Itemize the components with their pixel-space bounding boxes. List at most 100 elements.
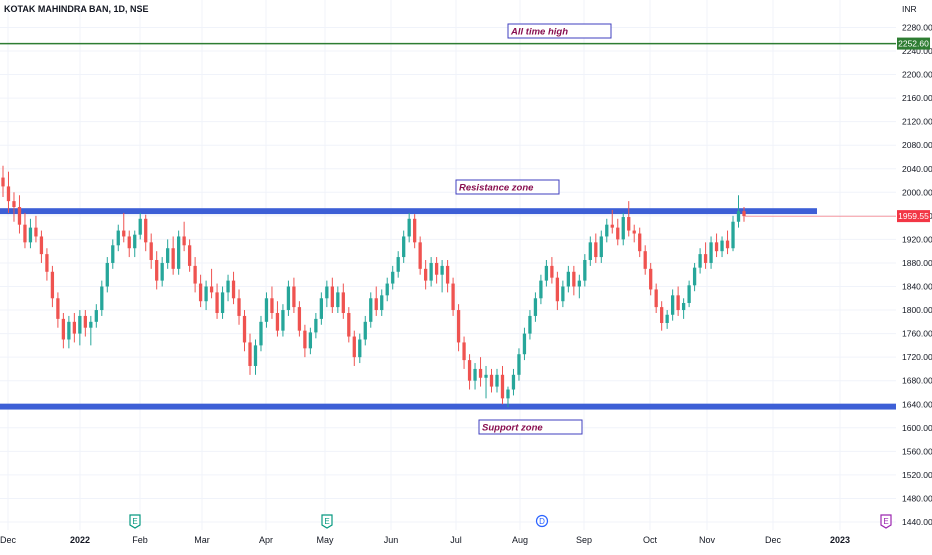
support-zone-band — [0, 403, 896, 410]
candle-body — [714, 242, 719, 252]
candle — [209, 268, 214, 299]
candle-body — [193, 265, 197, 284]
candle — [698, 248, 702, 274]
candle-body — [511, 374, 516, 390]
price-tick-label: 1880.00 — [902, 258, 932, 268]
candle-body — [23, 224, 27, 243]
candle-body — [133, 234, 137, 249]
candle — [467, 354, 472, 390]
candle — [544, 260, 549, 287]
event-marker-icon[interactable]: E — [321, 514, 333, 529]
candle-body — [363, 321, 367, 340]
candle — [627, 201, 631, 237]
event-marker-shape — [880, 514, 892, 529]
candle-body — [665, 314, 669, 324]
price-tick-label: 1840.00 — [902, 282, 932, 292]
candle-body — [220, 292, 225, 313]
candle — [270, 286, 274, 319]
candle-body — [577, 280, 581, 287]
price-tick-label: 2280.00 — [902, 22, 932, 32]
candle-body — [319, 298, 324, 319]
annotation-box — [507, 23, 612, 39]
candle-body — [264, 298, 269, 322]
candle — [83, 310, 87, 337]
event-marker-icon[interactable]: D — [535, 514, 549, 528]
candle — [632, 224, 636, 243]
candle — [407, 212, 411, 243]
candle — [577, 274, 581, 299]
candle-body — [445, 265, 450, 284]
candle-body — [204, 286, 208, 302]
candle-body — [742, 211, 746, 217]
candle — [456, 304, 461, 352]
candle — [56, 292, 60, 328]
candle — [484, 365, 488, 399]
event-marker-icon[interactable]: E — [880, 514, 892, 529]
candle — [522, 327, 527, 361]
candle-body — [583, 260, 587, 281]
candle-body — [17, 207, 22, 225]
candle — [138, 212, 142, 240]
candle-body — [660, 307, 664, 324]
price-tick-label: 2080.00 — [902, 140, 932, 150]
candle — [588, 236, 592, 266]
event-marker-icon[interactable]: E — [129, 514, 141, 529]
candle — [369, 292, 373, 328]
candle — [187, 239, 192, 272]
candle — [616, 218, 620, 246]
price-tick-label: 1720.00 — [902, 352, 932, 362]
annotation-callout[interactable]: All time high — [507, 23, 612, 39]
candle — [248, 333, 252, 375]
candle — [39, 230, 44, 263]
candle — [1, 165, 5, 198]
candle — [176, 230, 181, 275]
candle — [434, 257, 439, 284]
candle — [681, 298, 686, 319]
annotation-callout[interactable]: Resistance zone — [455, 179, 560, 195]
candle-body — [176, 236, 181, 269]
candle — [215, 283, 219, 319]
candle — [297, 301, 302, 337]
price-tick-label: 2160.00 — [902, 93, 932, 103]
annotation-callout[interactable]: Support zone — [478, 419, 583, 435]
candle — [45, 248, 49, 281]
price-tick-label: 2120.00 — [902, 117, 932, 127]
candle — [654, 283, 658, 313]
candle-body — [171, 248, 175, 269]
time-tick-label: Sep — [576, 535, 592, 545]
candle — [89, 315, 93, 346]
time-tick-label: Dec — [765, 535, 782, 545]
time-tick-label: Nov — [699, 535, 716, 545]
candle-body — [242, 315, 247, 343]
candle — [638, 227, 642, 258]
candle — [599, 230, 603, 263]
candle-body — [413, 218, 417, 243]
candle — [105, 257, 109, 293]
candle-body — [67, 321, 71, 340]
candle-body — [391, 271, 395, 284]
candle — [336, 286, 340, 313]
candle-body — [687, 285, 691, 303]
candle-body — [105, 262, 109, 287]
last-price-value: 1959.55 — [898, 211, 929, 221]
candle — [561, 280, 565, 308]
candle-body — [89, 321, 93, 328]
candle — [594, 233, 598, 263]
candle — [391, 265, 395, 290]
candle-body — [440, 265, 444, 275]
price-tick-label: 1560.00 — [902, 446, 932, 456]
candle-body — [456, 310, 461, 343]
time-tick-label: Jun — [384, 535, 399, 545]
candle — [259, 315, 263, 352]
candle — [253, 339, 258, 375]
candle — [275, 301, 280, 337]
candle — [731, 215, 735, 252]
candle-body — [676, 295, 680, 311]
candle — [380, 289, 384, 316]
candle-body — [550, 265, 554, 278]
candle-body — [418, 242, 422, 269]
candle-body — [166, 248, 170, 263]
candle-body — [259, 321, 263, 346]
